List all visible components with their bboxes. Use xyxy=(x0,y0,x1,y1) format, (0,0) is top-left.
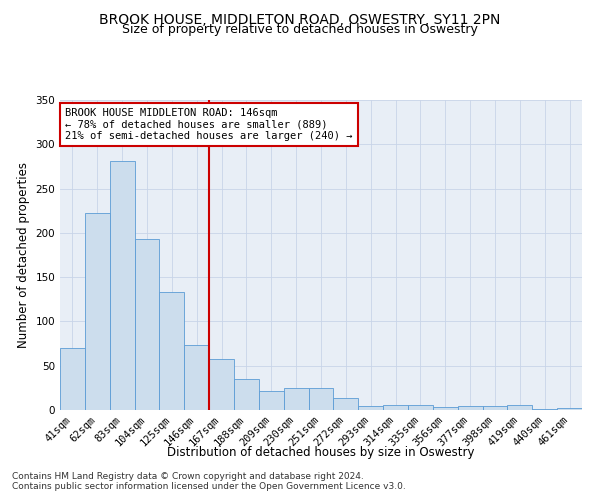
Text: BROOK HOUSE, MIDDLETON ROAD, OSWESTRY, SY11 2PN: BROOK HOUSE, MIDDLETON ROAD, OSWESTRY, S… xyxy=(100,12,500,26)
Text: Contains HM Land Registry data © Crown copyright and database right 2024.: Contains HM Land Registry data © Crown c… xyxy=(12,472,364,481)
Bar xyxy=(433,408,458,410)
Text: BROOK HOUSE MIDDLETON ROAD: 146sqm
← 78% of detached houses are smaller (889)
21: BROOK HOUSE MIDDLETON ROAD: 146sqm ← 78%… xyxy=(65,108,353,141)
Bar xyxy=(308,388,334,410)
Bar xyxy=(160,292,184,410)
Bar xyxy=(408,404,433,410)
Bar xyxy=(209,358,234,410)
Bar xyxy=(508,404,532,410)
Bar xyxy=(557,408,582,410)
Bar xyxy=(85,214,110,410)
Bar xyxy=(134,239,160,410)
Text: Distribution of detached houses by size in Oswestry: Distribution of detached houses by size … xyxy=(167,446,475,459)
Bar xyxy=(383,404,408,410)
Bar xyxy=(234,379,259,410)
Text: Contains public sector information licensed under the Open Government Licence v3: Contains public sector information licen… xyxy=(12,482,406,491)
Bar xyxy=(259,392,284,410)
Bar xyxy=(358,406,383,410)
Bar xyxy=(458,406,482,410)
Y-axis label: Number of detached properties: Number of detached properties xyxy=(17,162,30,348)
Bar xyxy=(334,398,358,410)
Bar xyxy=(110,161,134,410)
Bar xyxy=(184,346,209,410)
Bar xyxy=(284,388,308,410)
Bar xyxy=(482,406,508,410)
Bar xyxy=(60,348,85,410)
Text: Size of property relative to detached houses in Oswestry: Size of property relative to detached ho… xyxy=(122,24,478,36)
Bar xyxy=(532,409,557,410)
